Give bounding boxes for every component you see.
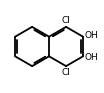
Text: OH: OH (85, 31, 99, 40)
Text: Cl: Cl (62, 16, 71, 25)
Text: OH: OH (85, 53, 99, 62)
Text: Cl: Cl (62, 68, 71, 77)
